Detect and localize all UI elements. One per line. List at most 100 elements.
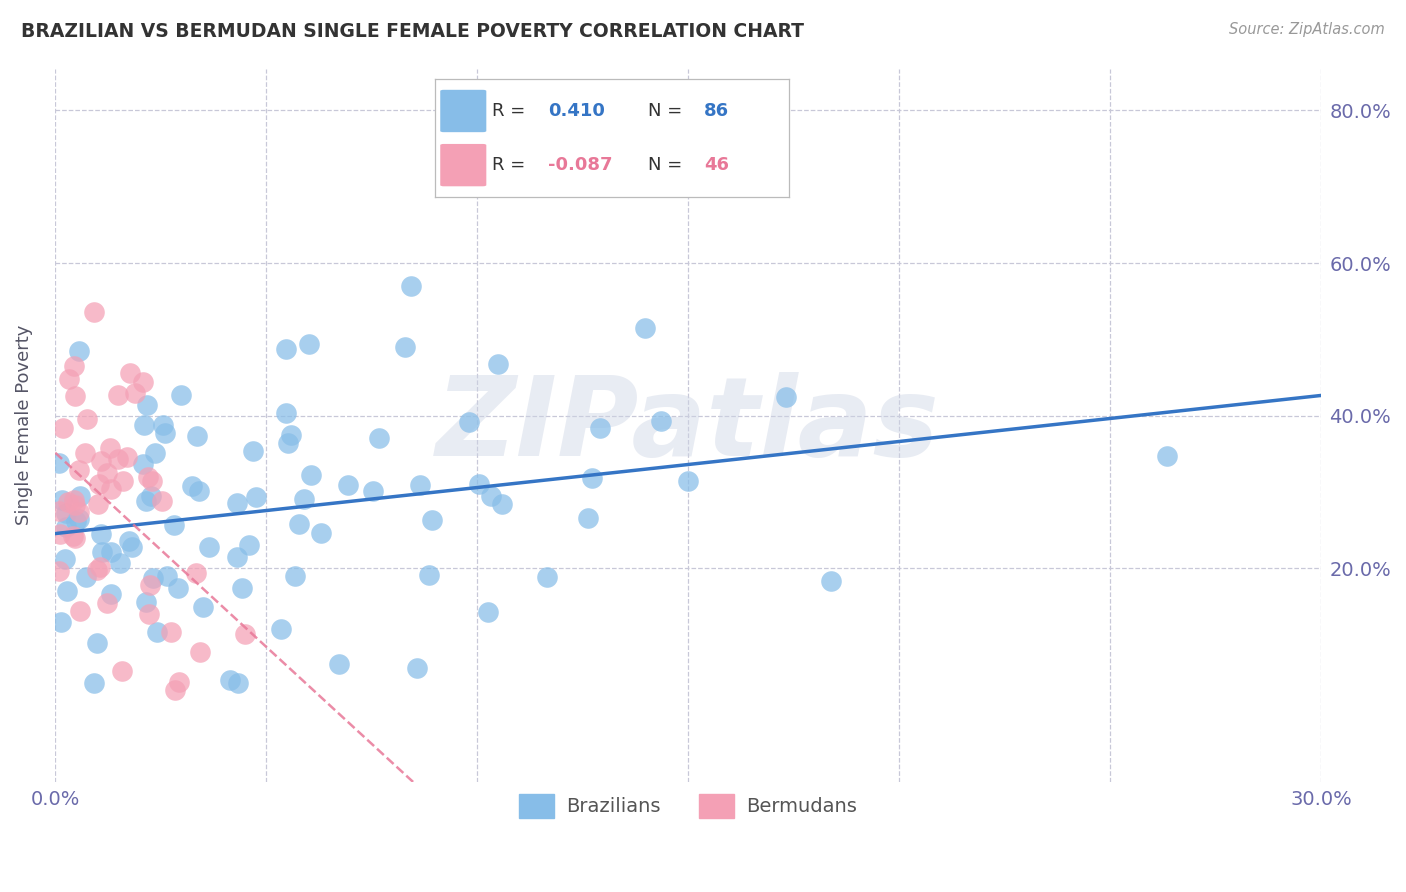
Point <box>368 431 391 445</box>
Point <box>87 497 110 511</box>
Point <box>634 320 657 334</box>
Point <box>96 466 118 480</box>
Point <box>181 479 204 493</box>
Point <box>274 406 297 420</box>
Point <box>52 420 75 434</box>
Point <box>143 446 166 460</box>
Point <box>409 478 432 492</box>
Point <box>160 625 183 640</box>
Point <box>150 493 173 508</box>
Point <box>226 675 249 690</box>
Point <box>100 587 122 601</box>
Point <box>48 456 70 470</box>
Point <box>219 673 242 687</box>
Point <box>51 493 73 508</box>
Point <box>96 596 118 610</box>
Point <box>138 577 160 591</box>
Point <box>87 477 110 491</box>
Point <box>188 483 211 498</box>
Point <box>69 604 91 618</box>
Point <box>100 441 122 455</box>
Point <box>107 452 129 467</box>
Point <box>65 389 87 403</box>
Text: Source: ZipAtlas.com: Source: ZipAtlas.com <box>1229 22 1385 37</box>
Point <box>65 514 87 528</box>
Point <box>361 483 384 498</box>
Legend: Brazilians, Bermudans: Brazilians, Bermudans <box>512 786 865 825</box>
Point <box>152 417 174 432</box>
Point <box>284 568 307 582</box>
Point <box>132 375 155 389</box>
Point <box>167 581 190 595</box>
Text: BRAZILIAN VS BERMUDAN SINGLE FEMALE POVERTY CORRELATION CHART: BRAZILIAN VS BERMUDAN SINGLE FEMALE POVE… <box>21 22 804 41</box>
Point <box>1156 449 1178 463</box>
Point <box>118 366 141 380</box>
Point <box>153 426 176 441</box>
Point <box>184 566 207 580</box>
Point <box>48 504 70 518</box>
Point <box>162 518 184 533</box>
Point <box>107 388 129 402</box>
Point <box>292 492 315 507</box>
Point <box>115 450 138 464</box>
Point <box>233 626 256 640</box>
Point <box>406 661 429 675</box>
Point <box>581 471 603 485</box>
Point <box>83 675 105 690</box>
Point <box>89 560 111 574</box>
Point <box>135 494 157 508</box>
Point <box>287 517 309 532</box>
Point <box>198 540 221 554</box>
Point <box>69 505 91 519</box>
Point <box>820 574 842 588</box>
Point <box>67 344 90 359</box>
Point <box>226 496 249 510</box>
Point <box>309 525 332 540</box>
Point <box>86 636 108 650</box>
Point <box>418 568 440 582</box>
Point <box>650 414 672 428</box>
Point <box>191 599 214 614</box>
Point <box>420 513 443 527</box>
Point <box>91 545 114 559</box>
Point <box>83 304 105 318</box>
Point <box>55 520 77 534</box>
Point <box>48 527 70 541</box>
Point <box>132 417 155 432</box>
Point <box>226 549 249 564</box>
Y-axis label: Single Female Poverty: Single Female Poverty <box>15 325 32 525</box>
Point <box>131 457 153 471</box>
Point <box>56 584 79 599</box>
Point <box>141 475 163 489</box>
Point <box>280 427 302 442</box>
Point <box>170 388 193 402</box>
Point <box>76 412 98 426</box>
Point <box>231 581 253 595</box>
Point <box>270 622 292 636</box>
Point <box>100 545 122 559</box>
Point <box>49 615 72 630</box>
Point <box>245 490 267 504</box>
Point <box>90 527 112 541</box>
Point <box>108 557 131 571</box>
Point <box>67 463 90 477</box>
Point <box>75 570 97 584</box>
Point <box>75 446 97 460</box>
Point <box>298 337 321 351</box>
Point <box>676 474 699 488</box>
Point <box>69 489 91 503</box>
Point <box>336 478 359 492</box>
Point <box>491 497 513 511</box>
Point <box>67 512 90 526</box>
Point <box>112 474 135 488</box>
Point <box>63 498 86 512</box>
Point <box>468 477 491 491</box>
Point <box>775 390 797 404</box>
Point <box>117 533 139 548</box>
Point <box>486 357 509 371</box>
Point <box>167 675 190 690</box>
Point <box>242 444 264 458</box>
Point <box>146 624 169 639</box>
Point <box>156 569 179 583</box>
Point <box>63 359 86 373</box>
